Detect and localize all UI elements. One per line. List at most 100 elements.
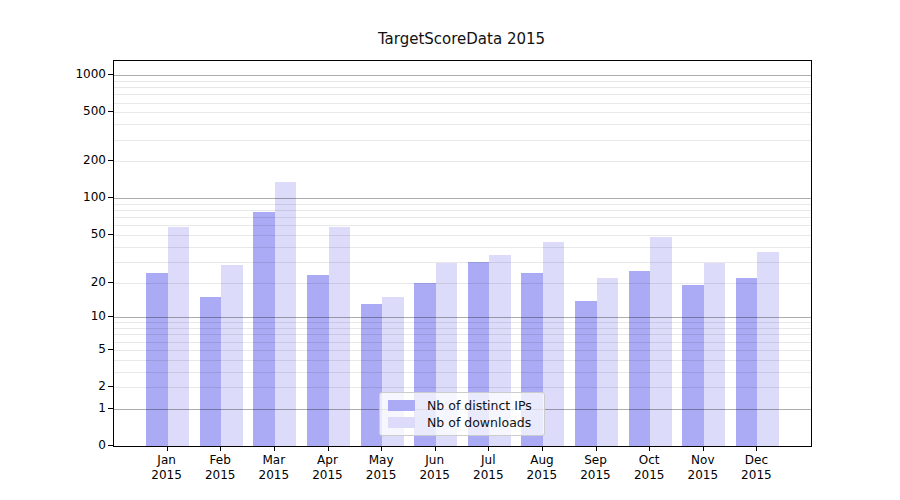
- x-tick-year: 2015: [190, 468, 250, 483]
- x-tick-year: 2015: [137, 468, 197, 483]
- y-tick-mark: [108, 111, 113, 112]
- y-tick-mark: [108, 160, 113, 161]
- x-tick-label-apr: Apr2015: [298, 453, 358, 483]
- x-tick-label-may: May2015: [351, 453, 411, 483]
- minor-gridline: [114, 210, 811, 211]
- y-tick-mark: [108, 234, 113, 235]
- minor-gridline: [114, 94, 811, 95]
- x-tick-year: 2015: [244, 468, 304, 483]
- y-tick-label: 1000: [46, 66, 106, 82]
- y-tick-label: 2: [46, 378, 106, 394]
- x-tick-mark: [488, 446, 489, 451]
- x-tick-label-mar: Mar2015: [244, 453, 304, 483]
- x-tick-month: Sep: [566, 453, 626, 468]
- x-tick-month: Oct: [619, 453, 679, 468]
- y-tick-label: 50: [46, 226, 106, 242]
- x-tick-mark: [756, 446, 757, 451]
- x-tick-mark: [220, 446, 221, 451]
- y-tick-label: 10: [46, 308, 106, 324]
- minor-gridline: [114, 161, 811, 162]
- x-tick-year: 2015: [351, 468, 411, 483]
- bar-downloads: [221, 265, 243, 446]
- y-tick-mark: [108, 197, 113, 198]
- minor-gridline: [114, 350, 811, 351]
- x-tick-year: 2015: [512, 468, 572, 483]
- y-tick-mark: [108, 349, 113, 350]
- minor-gridline: [114, 87, 811, 88]
- y-tick-mark: [108, 445, 113, 446]
- major-gridline: [114, 75, 811, 76]
- bar-distinct-ips: [682, 285, 704, 446]
- y-tick-mark: [108, 282, 113, 283]
- x-tick-month: Nov: [673, 453, 733, 468]
- x-tick-label-sep: Sep2015: [566, 453, 626, 483]
- bar-downloads: [597, 278, 619, 446]
- y-tick-mark: [108, 386, 113, 387]
- x-tick-mark: [542, 446, 543, 451]
- x-tick-label-jul: Jul2015: [458, 453, 518, 483]
- minor-gridline: [114, 247, 811, 248]
- x-tick-mark: [435, 446, 436, 451]
- bar-downloads: [704, 263, 726, 446]
- minor-gridline: [114, 334, 811, 335]
- x-tick-mark: [703, 446, 704, 451]
- minor-gridline: [114, 360, 811, 361]
- y-tick-label: 0: [46, 437, 106, 453]
- x-tick-year: 2015: [298, 468, 358, 483]
- bar-downloads: [275, 182, 297, 446]
- x-tick-year: 2015: [726, 468, 786, 483]
- x-tick-label-oct: Oct2015: [619, 453, 679, 483]
- x-tick-label-nov: Nov2015: [673, 453, 733, 483]
- x-tick-year: 2015: [566, 468, 626, 483]
- minor-gridline: [114, 124, 811, 125]
- minor-gridline: [114, 103, 811, 104]
- chart-figure: TargetScoreData 2015 Nb of distinct IPs …: [0, 0, 900, 500]
- x-tick-mark: [381, 446, 382, 451]
- x-tick-mark: [167, 446, 168, 451]
- minor-gridline: [114, 217, 811, 218]
- legend-label-downloads: Nb of downloads: [427, 415, 531, 430]
- x-tick-month: Jul: [458, 453, 518, 468]
- minor-gridline: [114, 283, 811, 284]
- x-tick-month: Jan: [137, 453, 197, 468]
- minor-gridline: [114, 112, 811, 113]
- legend-item-downloads: Nb of downloads: [388, 415, 536, 430]
- y-tick-mark: [108, 408, 113, 409]
- x-tick-month: Feb: [190, 453, 250, 468]
- minor-gridline: [114, 342, 811, 343]
- x-tick-label-dec: Dec2015: [726, 453, 786, 483]
- y-tick-label: 20: [46, 274, 106, 290]
- y-tick-label: 100: [46, 189, 106, 205]
- major-gridline: [114, 198, 811, 199]
- y-tick-label: 200: [46, 152, 106, 168]
- minor-gridline: [114, 140, 811, 141]
- minor-gridline: [114, 387, 811, 388]
- bar-downloads: [329, 227, 351, 446]
- x-tick-label-feb: Feb2015: [190, 453, 250, 483]
- major-gridline: [114, 317, 811, 318]
- legend-item-distinct-ips: Nb of distinct IPs: [388, 398, 536, 413]
- plot-area: Nb of distinct IPs Nb of downloads: [113, 60, 812, 447]
- minor-gridline: [114, 262, 811, 263]
- x-tick-mark: [274, 446, 275, 451]
- bar-distinct-ips: [629, 271, 651, 446]
- y-tick-mark: [108, 316, 113, 317]
- y-tick-label: 1: [46, 400, 106, 416]
- x-tick-label-jan: Jan2015: [137, 453, 197, 483]
- y-tick-mark: [108, 74, 113, 75]
- minor-gridline: [114, 235, 811, 236]
- x-tick-mark: [596, 446, 597, 451]
- x-tick-month: May: [351, 453, 411, 468]
- minor-gridline: [114, 372, 811, 373]
- distinct-ips-swatch-icon: [388, 400, 415, 411]
- x-tick-mark: [649, 446, 650, 451]
- minor-gridline: [114, 81, 811, 82]
- x-tick-year: 2015: [619, 468, 679, 483]
- chart-title: TargetScoreData 2015: [113, 30, 810, 52]
- legend: Nb of distinct IPs Nb of downloads: [379, 392, 545, 436]
- minor-gridline: [114, 328, 811, 329]
- legend-label-distinct-ips: Nb of distinct IPs: [427, 398, 532, 413]
- bar-downloads: [168, 227, 190, 446]
- x-tick-label-jun: Jun2015: [405, 453, 465, 483]
- bar-downloads: [543, 242, 565, 446]
